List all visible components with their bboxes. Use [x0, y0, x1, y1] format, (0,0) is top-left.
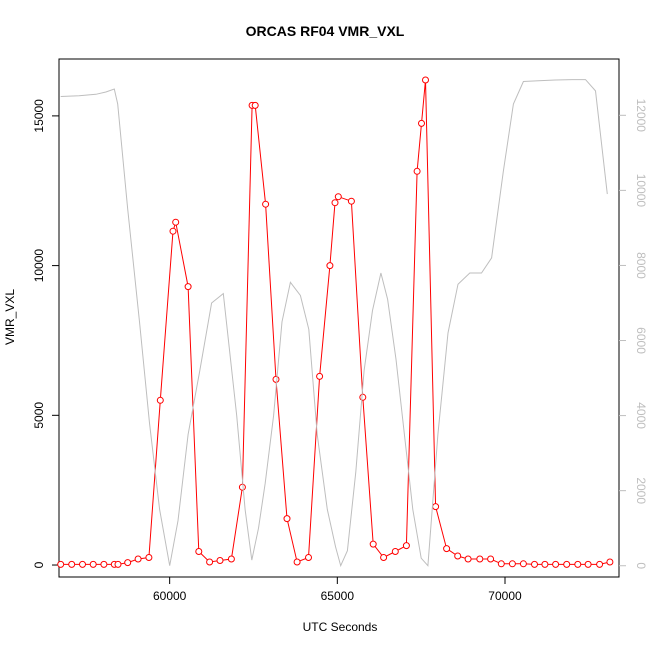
chart-title: ORCAS RF04 VMR_VXL: [246, 23, 405, 39]
data-point: [418, 119, 425, 127]
data-point: [476, 555, 484, 563]
data-point: [89, 560, 97, 568]
data-point: [369, 540, 377, 548]
data-point: [606, 558, 614, 566]
data-point: [497, 560, 505, 568]
data-point: [380, 554, 388, 561]
y-axis-label: VMR_VXL: [3, 289, 17, 345]
data-point: [134, 555, 142, 563]
data-point: [596, 560, 604, 568]
data-point: [100, 560, 108, 568]
data-point: [432, 503, 440, 511]
data-point: [68, 560, 76, 568]
data-point: [57, 560, 65, 568]
data-point: [238, 483, 246, 491]
y2-tick-label: 8000: [634, 252, 648, 279]
data-point: [552, 560, 560, 568]
data-point: [359, 393, 367, 401]
data-point: [334, 193, 342, 201]
y2-tick-label: 0: [634, 562, 648, 569]
data-point: [184, 283, 192, 291]
y-tick-label: 0: [32, 561, 46, 568]
data-point: [272, 375, 280, 383]
data-point: [531, 560, 538, 568]
data-point: [464, 555, 472, 563]
y-tick-label: 10000: [32, 249, 46, 283]
x-axis: 60000 65000 70000: [153, 577, 522, 603]
data-point: [422, 76, 429, 84]
data-point: [195, 548, 203, 555]
secondary-series-line: [60, 79, 608, 568]
data-point: [541, 560, 549, 568]
data-point: [216, 557, 224, 564]
y2-tick-label: 6000: [634, 327, 648, 354]
data-point: [206, 558, 214, 566]
data-point: [124, 559, 132, 567]
data-point: [487, 555, 495, 563]
y2-axis-right: 0 2000 4000 6000 8000 10000 12000: [619, 99, 648, 569]
data-point: [443, 545, 451, 553]
x-tick-label: 65000: [321, 589, 355, 603]
data-point: [413, 167, 421, 175]
data-point: [156, 396, 164, 404]
data-point: [262, 200, 270, 208]
data-point: [305, 554, 312, 561]
data-point: [508, 560, 516, 568]
data-point: [454, 552, 462, 560]
data-point: [293, 558, 301, 566]
x-tick-label: 60000: [153, 589, 187, 603]
data-point: [251, 101, 259, 109]
plot-frame: [58, 58, 620, 578]
y-tick-label: 5000: [32, 402, 46, 429]
y2-tick-label: 12000: [634, 99, 648, 133]
data-point: [347, 197, 355, 205]
data-point: [283, 515, 291, 523]
data-point: [145, 554, 153, 561]
y2-tick-label: 10000: [634, 174, 648, 208]
data-point: [574, 560, 582, 568]
y-axis: 0 5000 10000 15000: [32, 99, 59, 568]
data-point: [402, 542, 410, 550]
primary-series-line: [60, 79, 611, 565]
y2-tick-label: 2000: [634, 477, 648, 504]
data-point: [563, 560, 571, 568]
x-axis-label: UTC Seconds: [303, 620, 378, 634]
y-tick-label: 15000: [32, 99, 46, 133]
data-point: [114, 560, 122, 568]
data-point: [326, 262, 334, 270]
data-point: [172, 218, 180, 226]
data-point: [331, 199, 339, 207]
data-point: [316, 372, 324, 380]
data-point: [79, 560, 86, 568]
data-point: [519, 560, 527, 568]
data-point: [584, 560, 592, 568]
x-tick-label: 70000: [488, 589, 522, 603]
y2-tick-label: 4000: [634, 402, 648, 429]
data-point: [227, 555, 235, 563]
data-point: [169, 227, 177, 235]
data-point: [391, 548, 399, 555]
series-layer: [57, 76, 614, 568]
